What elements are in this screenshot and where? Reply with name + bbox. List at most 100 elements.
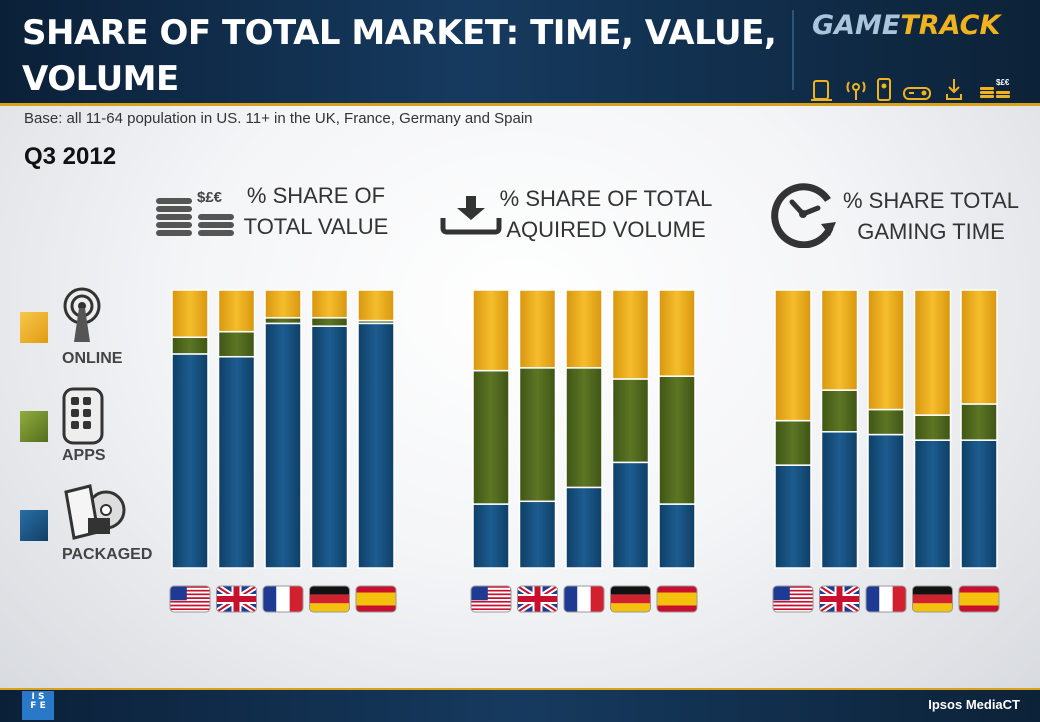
logo-track-text: TRACK [900,10,1001,41]
bar-2-uk-online [820,289,859,391]
bar-2-germany-online [913,289,952,416]
bar-2-france-packaged [867,433,905,569]
phone-icon [877,78,891,101]
legend-swatch-packaged [20,510,48,541]
bar-1-spain-online [658,289,696,377]
bar-1-uk-packaged [518,500,557,569]
page-title: SHARE OF TOTAL MARKET: TIME, VALUE, VOLU… [22,10,782,102]
bar-2-germany-apps [913,414,952,441]
bar-0-us-online [171,289,209,339]
flag-us-icon [772,585,814,613]
chart-title-volume-line2: AQUIRED VOLUME [506,217,706,242]
bar-2-uk-apps [820,389,859,433]
bar-0-france-packaged [264,322,302,569]
bar-0-germany-apps [310,317,349,327]
bar-1-germany-apps [611,378,650,464]
online-tower-icon [63,287,101,342]
flag-spain-icon [656,585,698,613]
flag-france-icon [262,585,304,613]
logo-game-text: GAME [812,10,901,41]
bar-2-spain-packaged [960,439,998,569]
bar-2-france-online [867,289,905,411]
bar-0-france-online [264,289,302,319]
flag-germany-icon [912,585,953,613]
bar-2-france-apps [867,408,905,436]
bar-0-germany-online [310,289,349,319]
flag-us-icon [470,585,512,613]
coins-icon: $£€ [156,189,234,236]
chart-title-volume-line1: % SHARE OF TOTAL [499,186,713,211]
bar-2-uk-packaged [820,431,859,569]
bar-layer [171,289,998,569]
bar-0-spain-online [357,289,395,322]
header-icon-strip: $£€ [811,78,1010,101]
flag-uk-icon [819,585,860,613]
svg-text:$£€: $£€ [996,78,1010,87]
header-divider [792,10,794,90]
bar-2-us-apps [774,419,812,466]
flag-spain-icon [958,585,1000,613]
gametrack-logo: GAMETRACK [812,10,1000,41]
coins-icon-text: $£€ [197,189,223,206]
flag-uk-icon [216,585,257,613]
bar-1-uk-apps [518,367,557,503]
bar-2-spain-online [960,289,998,405]
bar-1-germany-packaged [611,461,650,569]
bar-2-us-online [774,289,812,422]
chart-title-time-line1: % SHARE TOTAL [842,188,1020,213]
bar-1-us-packaged [472,503,510,569]
bar-2-spain-apps [960,403,998,441]
packaged-disc-icon [64,484,126,540]
bar-1-us-online [472,289,510,372]
bar-1-uk-online [518,289,557,369]
flag-us-icon [169,585,211,613]
flag-uk-icon [517,585,558,613]
base-note: Base: all 11-64 population in US. 11+ in… [24,110,533,127]
header-bar: SHARE OF TOTAL MARKET: TIME, VALUE, VOLU… [0,0,1040,106]
bar-2-germany-packaged [913,439,952,569]
bar-0-france-apps [264,317,302,325]
flag-france-icon [563,585,605,613]
title-line-2: VOLUME [22,59,179,99]
bar-1-france-packaged [565,486,603,569]
clock-icon [771,183,836,248]
flag-france-icon [865,585,907,613]
bar-0-uk-apps [217,330,256,358]
flag-spain-icon [355,585,397,613]
flag-germany-icon [309,585,350,613]
bar-0-spain-apps [357,319,395,325]
bar-0-spain-packaged [357,322,395,569]
chart-title-value: % SHARE OF TOTAL VALUE [236,180,396,242]
bar-1-spain-packaged [658,503,696,569]
chart-title-value-line1: % SHARE OF [246,183,386,208]
legend-label-apps: APPS [62,447,106,464]
tablet-icon [811,80,832,101]
chart-title-value-line2: TOTAL VALUE [243,214,389,239]
flag-germany-icon [610,585,651,613]
chart-title-volume: % SHARE OF TOTAL AQUIRED VOLUME [496,183,716,245]
chart-title-time: % SHARE TOTAL GAMING TIME [840,185,1022,247]
bar-1-us-apps [472,369,510,505]
legend-label-packaged: PACKAGED [62,546,153,563]
bar-1-spain-apps [658,375,696,505]
smartphone-apps-icon [62,387,104,445]
tower-icon [846,81,866,100]
gamepad-icon [903,87,931,100]
legend-label-online: ONLINE [62,350,123,367]
bar-0-uk-packaged [217,355,256,569]
bar-0-uk-online [217,289,256,333]
chart-title-time-line2: GAMING TIME [857,219,1005,244]
bar-0-us-apps [171,336,209,355]
flag-layer [169,585,1000,613]
legend-swatch-online [20,312,48,343]
bar-0-germany-packaged [310,325,349,569]
bar-1-germany-online [611,289,650,380]
download-icon [946,79,962,100]
download-tray-icon [440,196,502,235]
bar-2-us-packaged [774,464,812,569]
period-label: Q3 2012 [24,143,117,170]
legend-swatch-apps [20,411,48,442]
title-line-1: SHARE OF TOTAL MARKET: TIME, VALUE, [22,13,777,53]
footer-bar [0,688,1040,722]
